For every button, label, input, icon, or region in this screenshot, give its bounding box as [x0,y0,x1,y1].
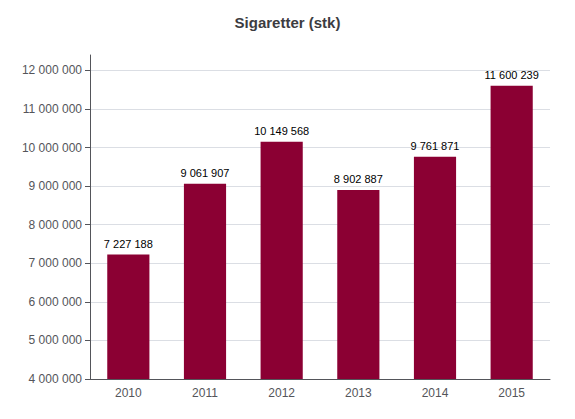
svg-text:2012: 2012 [268,386,295,400]
svg-text:2014: 2014 [422,386,449,400]
svg-text:2013: 2013 [345,386,372,400]
svg-text:11 600 239: 11 600 239 [485,69,539,81]
svg-text:9 061 907: 9 061 907 [181,167,230,179]
svg-text:8 000 000: 8 000 000 [29,218,83,232]
svg-text:6 000 000: 6 000 000 [29,295,83,309]
svg-text:11 000 000: 11 000 000 [23,102,82,116]
svg-text:9 000 000: 9 000 000 [29,179,83,193]
svg-text:Sigaretter (stk): Sigaretter (stk) [235,14,341,31]
svg-text:4 000 000: 4 000 000 [29,372,83,386]
svg-text:5 000 000: 5 000 000 [29,333,83,347]
svg-text:7 000 000: 7 000 000 [29,256,83,270]
svg-text:9 761 871: 9 761 871 [411,140,460,152]
svg-text:7 227 188: 7 227 188 [104,238,153,250]
svg-text:12 000 000: 12 000 000 [22,63,82,77]
svg-text:2011: 2011 [192,386,218,400]
svg-text:8 902 887: 8 902 887 [334,173,383,185]
svg-text:2015: 2015 [498,386,525,400]
svg-text:10 149 568: 10 149 568 [254,125,309,137]
svg-text:2010: 2010 [115,386,142,400]
svg-text:10 000 000: 10 000 000 [22,141,82,155]
